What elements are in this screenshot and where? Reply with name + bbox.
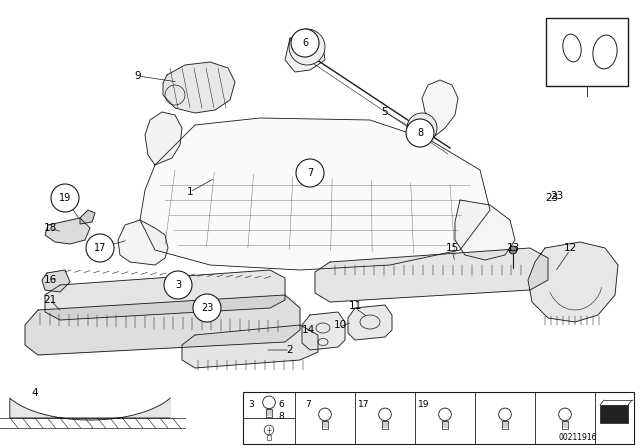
Circle shape — [164, 271, 192, 299]
Bar — [323, 421, 328, 429]
Text: 23: 23 — [545, 193, 559, 203]
Polygon shape — [528, 242, 618, 322]
Text: 18: 18 — [44, 223, 56, 233]
Text: 16: 16 — [44, 275, 56, 285]
Circle shape — [289, 29, 325, 65]
Polygon shape — [42, 270, 70, 292]
Circle shape — [291, 29, 319, 57]
Text: 17: 17 — [358, 400, 369, 409]
Circle shape — [51, 184, 79, 212]
Text: 14: 14 — [301, 325, 315, 335]
Text: 15: 15 — [445, 243, 459, 253]
Bar — [268, 435, 271, 440]
Circle shape — [296, 159, 324, 187]
Text: 7: 7 — [307, 168, 313, 178]
Text: 11: 11 — [348, 301, 362, 311]
Circle shape — [407, 113, 437, 143]
Polygon shape — [422, 80, 458, 140]
Bar — [442, 421, 447, 429]
Text: 3: 3 — [175, 280, 181, 290]
Text: 6: 6 — [302, 38, 308, 48]
Text: 8: 8 — [278, 412, 284, 421]
Bar — [600, 405, 628, 423]
Polygon shape — [315, 248, 548, 302]
Polygon shape — [118, 220, 168, 265]
Text: 10: 10 — [333, 320, 347, 330]
Text: 4: 4 — [32, 388, 38, 398]
Polygon shape — [10, 398, 170, 420]
Text: 5: 5 — [381, 107, 388, 117]
Text: 9: 9 — [134, 71, 141, 81]
Text: 8: 8 — [417, 128, 423, 138]
Text: 23: 23 — [201, 303, 213, 313]
Polygon shape — [25, 295, 300, 355]
Polygon shape — [145, 112, 182, 165]
Bar — [243, 392, 634, 444]
Circle shape — [193, 294, 221, 322]
Bar — [563, 421, 568, 429]
Text: 21: 21 — [44, 295, 56, 305]
Polygon shape — [182, 325, 318, 368]
Polygon shape — [348, 305, 392, 340]
Text: 12: 12 — [563, 243, 577, 253]
Bar — [383, 421, 388, 429]
Circle shape — [406, 119, 434, 147]
Text: 6: 6 — [278, 400, 284, 409]
Polygon shape — [455, 200, 515, 260]
Text: 3: 3 — [248, 400, 253, 409]
Polygon shape — [302, 312, 345, 350]
Text: 2: 2 — [287, 345, 293, 355]
Polygon shape — [45, 270, 285, 320]
Bar — [502, 421, 508, 429]
Circle shape — [509, 246, 517, 254]
Polygon shape — [140, 118, 490, 270]
Text: 7: 7 — [305, 400, 311, 409]
Text: 17: 17 — [94, 243, 106, 253]
Circle shape — [86, 234, 114, 262]
Bar — [266, 409, 271, 417]
Polygon shape — [80, 210, 95, 224]
Bar — [546, 18, 628, 86]
Text: 19: 19 — [59, 193, 71, 203]
Text: 19: 19 — [418, 400, 429, 409]
Text: 23: 23 — [550, 191, 564, 201]
Polygon shape — [285, 38, 325, 72]
Polygon shape — [163, 62, 235, 113]
Text: 1: 1 — [187, 187, 193, 197]
Text: 00211916: 00211916 — [559, 434, 597, 443]
Text: 13: 13 — [506, 243, 520, 253]
Polygon shape — [45, 218, 90, 244]
